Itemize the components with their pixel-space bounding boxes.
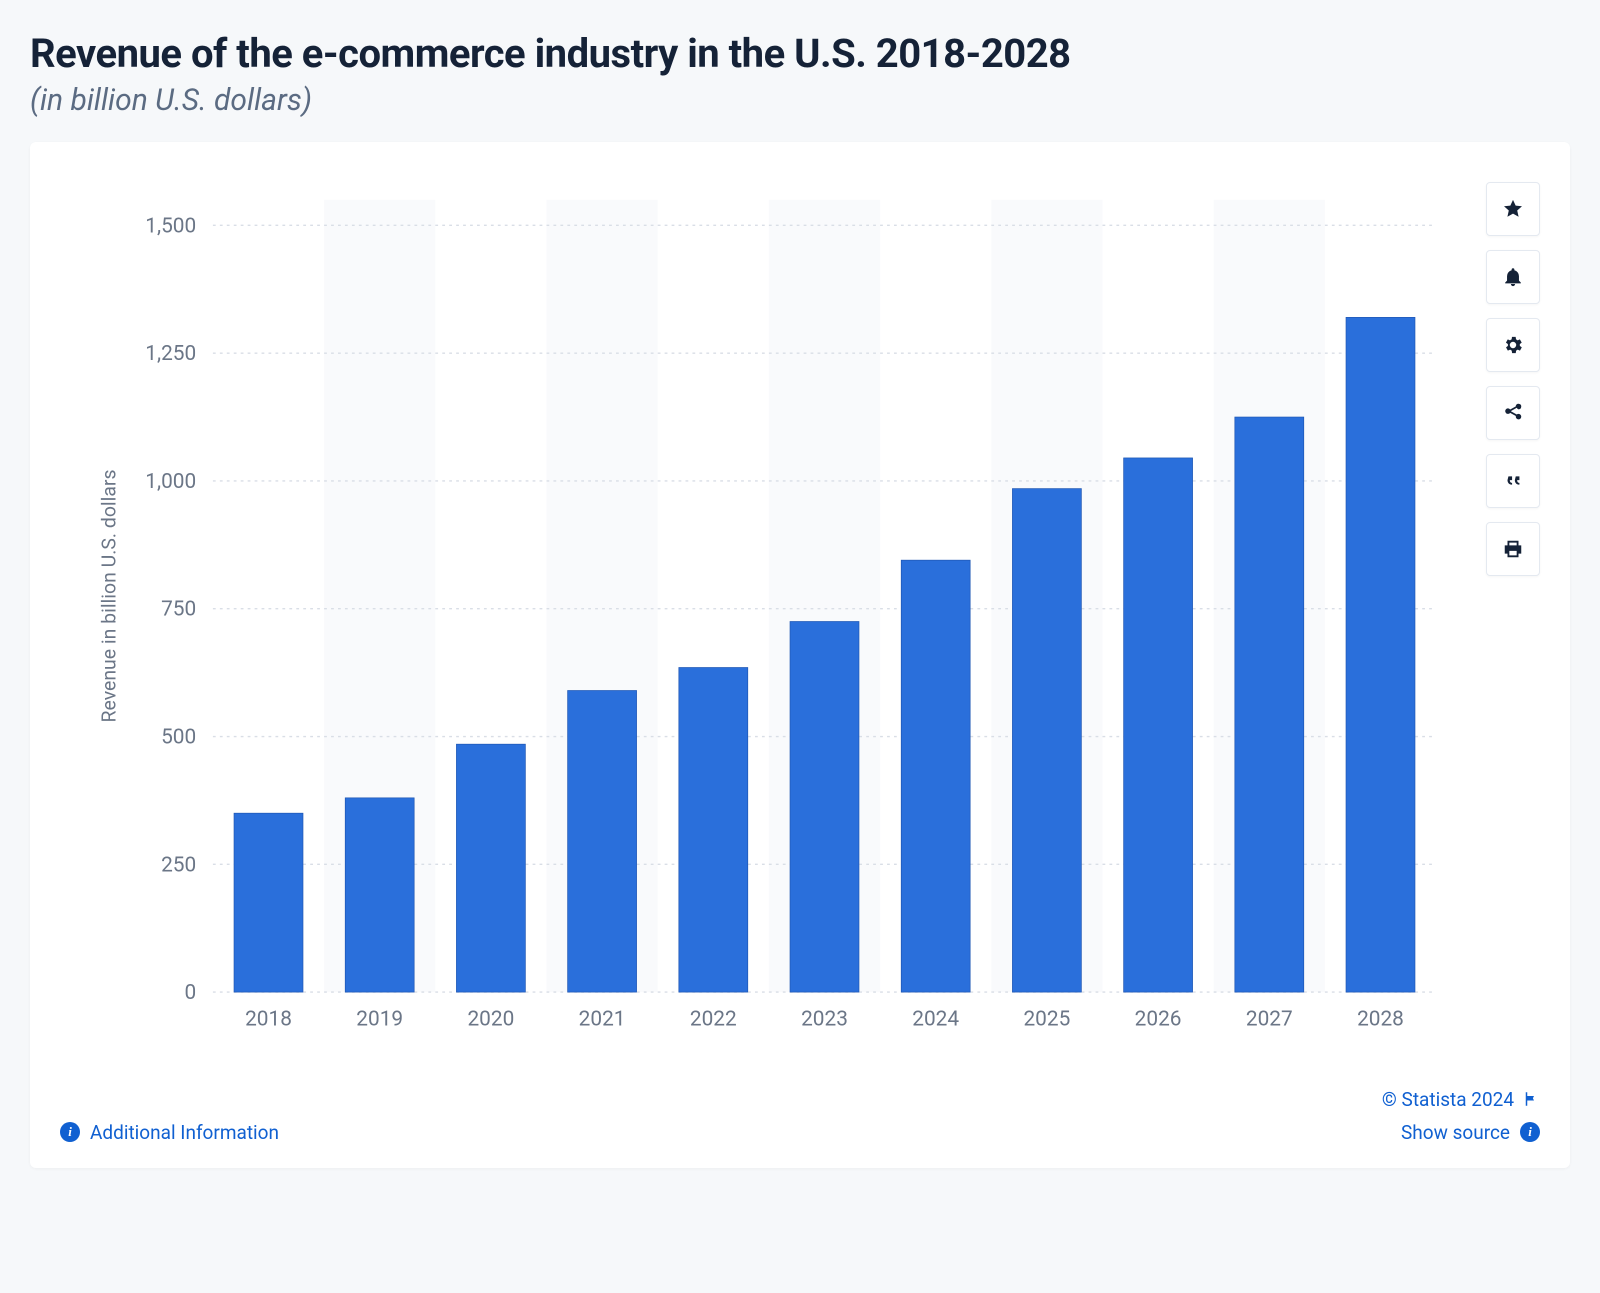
chart-toolbar [1486, 182, 1540, 576]
copyright-text: © Statista 2024 [1382, 1088, 1540, 1111]
y-tick-label: 250 [161, 853, 196, 877]
additional-info-link[interactable]: i Additional Information [60, 1121, 279, 1144]
x-tick-label: 2021 [579, 1007, 626, 1031]
bar[interactable] [901, 560, 970, 992]
chart-card: 0 250 500 750 1,000 1,250 1,500 Revenue in bill… [30, 142, 1570, 1168]
bar[interactable] [790, 622, 859, 993]
cite-button[interactable] [1486, 454, 1540, 508]
show-source-label: Show source [1401, 1121, 1510, 1144]
x-tick-label: 2027 [1246, 1007, 1293, 1031]
x-tick-label: 2024 [912, 1007, 959, 1031]
info-icon: i [60, 1122, 80, 1142]
bar-chart: 0 250 500 750 1,000 1,250 1,500 Revenue in bill… [60, 172, 1450, 1062]
favorite-button[interactable] [1486, 182, 1540, 236]
bar[interactable] [1012, 489, 1081, 992]
settings-button[interactable] [1486, 318, 1540, 372]
y-axis-label: Revenue in billion U.S. dollars [98, 469, 121, 722]
x-tick-label: 2025 [1023, 1007, 1070, 1031]
y-tick-label: 0 [185, 981, 197, 1005]
page-title: Revenue of the e-commerce industry in th… [30, 30, 1570, 77]
show-source-link[interactable]: Show source i [1382, 1121, 1540, 1144]
bar[interactable] [568, 691, 637, 993]
bar[interactable] [1235, 417, 1304, 992]
share-button[interactable] [1486, 386, 1540, 440]
bar[interactable] [1124, 458, 1193, 992]
star-icon [1502, 198, 1524, 220]
y-tick-label: 1,000 [145, 470, 196, 494]
gear-icon [1502, 334, 1524, 356]
x-tick-label: 2018 [245, 1007, 292, 1031]
bar[interactable] [1346, 317, 1415, 992]
info-icon: i [1520, 1122, 1540, 1142]
bar[interactable] [234, 813, 303, 992]
page-subtitle: (in billion U.S. dollars) [30, 83, 1570, 118]
notify-button[interactable] [1486, 250, 1540, 304]
x-tick-label: 2028 [1357, 1007, 1404, 1031]
bell-icon [1502, 266, 1524, 288]
x-tick-label: 2019 [356, 1007, 403, 1031]
bar[interactable] [679, 668, 748, 993]
x-tick-label: 2022 [690, 1007, 737, 1031]
y-tick-label: 500 [161, 725, 196, 749]
print-button[interactable] [1486, 522, 1540, 576]
y-tick-label: 1,500 [145, 214, 196, 238]
bar[interactable] [345, 798, 414, 992]
chart-footer: i Additional Information © Statista 2024… [60, 1088, 1540, 1144]
share-icon [1502, 402, 1524, 424]
x-tick-label: 2026 [1135, 1007, 1182, 1031]
y-tick-label: 750 [161, 598, 196, 622]
y-tick-label: 1,250 [145, 342, 196, 366]
additional-info-label: Additional Information [90, 1121, 279, 1144]
flag-icon [1522, 1090, 1540, 1108]
x-tick-label: 2023 [801, 1007, 848, 1031]
quote-icon [1502, 470, 1524, 492]
x-tick-label: 2020 [467, 1007, 514, 1031]
bar[interactable] [456, 744, 525, 992]
print-icon [1502, 538, 1524, 560]
